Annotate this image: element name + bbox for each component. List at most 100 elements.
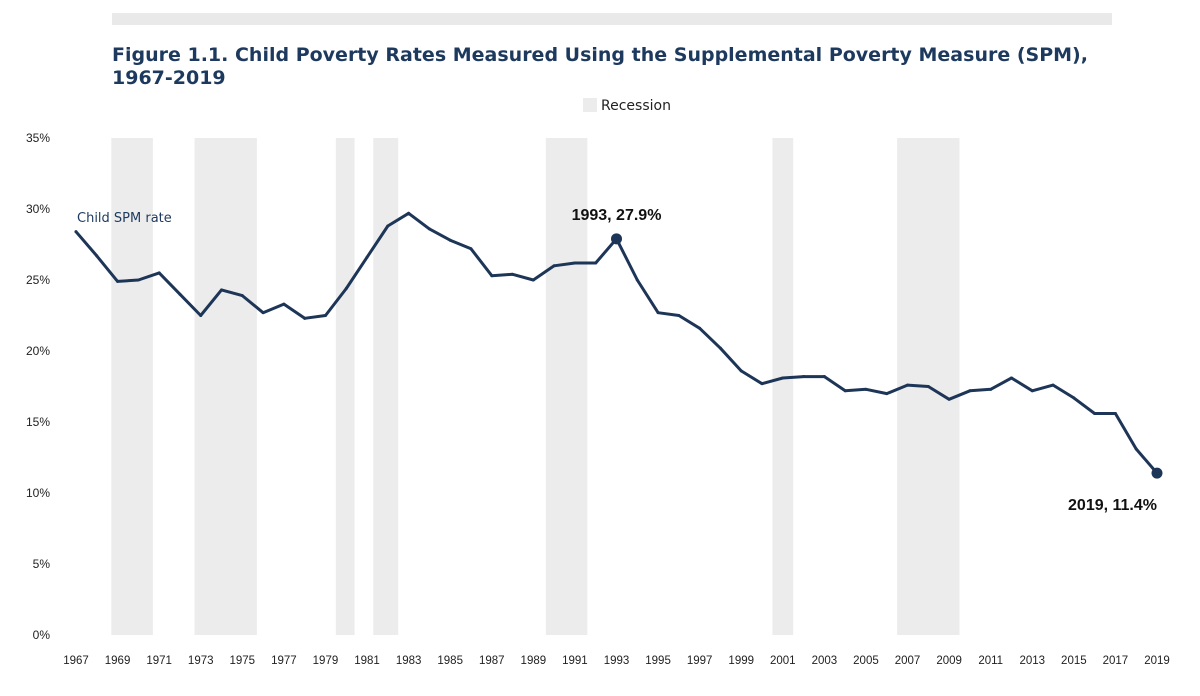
x-tick-label: 2013 — [1019, 655, 1045, 667]
x-tick-label: 1969 — [105, 655, 131, 667]
data-point — [240, 294, 244, 298]
data-point — [552, 264, 556, 268]
legend-swatch-recession — [583, 98, 597, 112]
x-tick-label: 1991 — [562, 655, 588, 667]
data-point — [864, 387, 868, 391]
x-tick-label: 1983 — [396, 655, 422, 667]
recession-band-4 — [545, 138, 588, 635]
x-tick-label: 2015 — [1061, 655, 1087, 667]
x-tick-label: 2007 — [895, 655, 921, 667]
annotation-marker — [611, 233, 622, 245]
data-point — [822, 375, 826, 379]
data-point — [698, 326, 702, 330]
x-tick-label: 1985 — [437, 655, 463, 667]
recession-band-1 — [194, 138, 257, 635]
annotation-label: 1993, 27.9% — [572, 207, 662, 224]
data-point — [386, 224, 390, 228]
x-tick-label: 1971 — [146, 655, 172, 667]
y-tick-label: 15% — [26, 415, 50, 429]
x-tick-label: 1981 — [354, 655, 380, 667]
recession-band-0 — [111, 138, 153, 635]
data-point — [989, 387, 993, 391]
y-tick-label: 35% — [26, 131, 50, 145]
x-tick-label: 1987 — [479, 655, 505, 667]
data-point — [1134, 447, 1138, 451]
legend-label-recession: Recession — [601, 98, 671, 114]
data-point — [739, 369, 743, 373]
data-point — [323, 314, 327, 317]
data-point — [116, 279, 120, 283]
series-label: Child SPM rate — [77, 211, 172, 226]
data-point — [407, 211, 411, 215]
x-tick-label: 1975 — [230, 655, 256, 667]
data-point — [95, 254, 99, 258]
data-point — [1093, 411, 1097, 415]
data-point — [573, 261, 577, 265]
data-point — [1030, 389, 1034, 393]
x-tick-label: 1999 — [728, 655, 754, 667]
data-point — [178, 292, 182, 296]
data-point — [261, 311, 265, 315]
data-point — [448, 238, 452, 242]
legend: Recession — [583, 98, 671, 114]
x-tick-label: 2009 — [936, 655, 962, 667]
x-tick-label: 2003 — [812, 655, 838, 667]
data-point — [344, 287, 348, 291]
y-tick-label: 5% — [33, 557, 51, 571]
recession-band-5 — [772, 138, 794, 635]
annotation-label: 2019, 11.4% — [1068, 497, 1157, 514]
data-point — [136, 278, 140, 282]
data-point — [885, 392, 889, 396]
recession-bands — [111, 138, 960, 635]
data-point — [968, 389, 972, 393]
x-tick-label: 1997 — [687, 655, 713, 667]
data-point — [74, 230, 78, 234]
data-point — [947, 397, 951, 401]
data-point — [531, 278, 535, 282]
x-axis-ticks: 1967 1969 1971 1973 1975 1977 1979 1981 1983 1985… — [63, 655, 1170, 667]
data-point — [199, 314, 203, 317]
data-point — [490, 274, 494, 278]
data-point — [843, 389, 847, 393]
data-point — [906, 383, 910, 387]
recession-band-3 — [373, 138, 399, 635]
x-tick-label: 1989 — [521, 655, 547, 667]
y-tick-label: 20% — [26, 344, 50, 358]
data-point — [1009, 376, 1013, 380]
y-tick-label: 25% — [26, 273, 50, 287]
data-point — [220, 288, 224, 292]
data-point — [469, 247, 473, 251]
data-point — [677, 314, 681, 317]
data-point — [760, 382, 764, 386]
x-tick-label: 1993 — [604, 655, 630, 667]
x-tick-label: 1973 — [188, 655, 214, 667]
y-tick-label: 0% — [33, 628, 51, 642]
header-bar — [112, 13, 1112, 25]
y-tick-label: 10% — [26, 486, 50, 500]
x-tick-label: 1995 — [645, 655, 671, 667]
data-point — [656, 311, 660, 315]
data-point — [157, 271, 161, 275]
data-point — [282, 302, 286, 306]
x-tick-label: 1979 — [313, 655, 339, 667]
x-tick-label: 2017 — [1103, 655, 1129, 667]
annotation-marker — [1151, 467, 1163, 479]
x-tick-label: 2011 — [978, 655, 1003, 667]
data-point — [511, 272, 515, 276]
figure-title: Figure 1.1. Child Poverty Rates Measured… — [112, 44, 1088, 89]
x-tick-label: 1967 — [63, 655, 89, 667]
x-tick-label: 1977 — [271, 655, 297, 667]
data-point — [635, 278, 639, 282]
data-point — [1051, 383, 1055, 387]
x-tick-label: 2005 — [853, 655, 879, 667]
x-tick-label: 2001 — [770, 655, 796, 667]
data-point — [1072, 396, 1076, 400]
y-axis-ticks: 0% 5% 10% 15% 20% 25% 30% 35% — [26, 131, 50, 642]
data-point — [718, 346, 722, 350]
data-point — [427, 227, 431, 231]
data-point — [303, 316, 307, 320]
data-point — [802, 375, 806, 379]
annotations: 1993, 27.9% 2019, 11.4% — [572, 207, 1163, 514]
data-point — [365, 255, 369, 259]
